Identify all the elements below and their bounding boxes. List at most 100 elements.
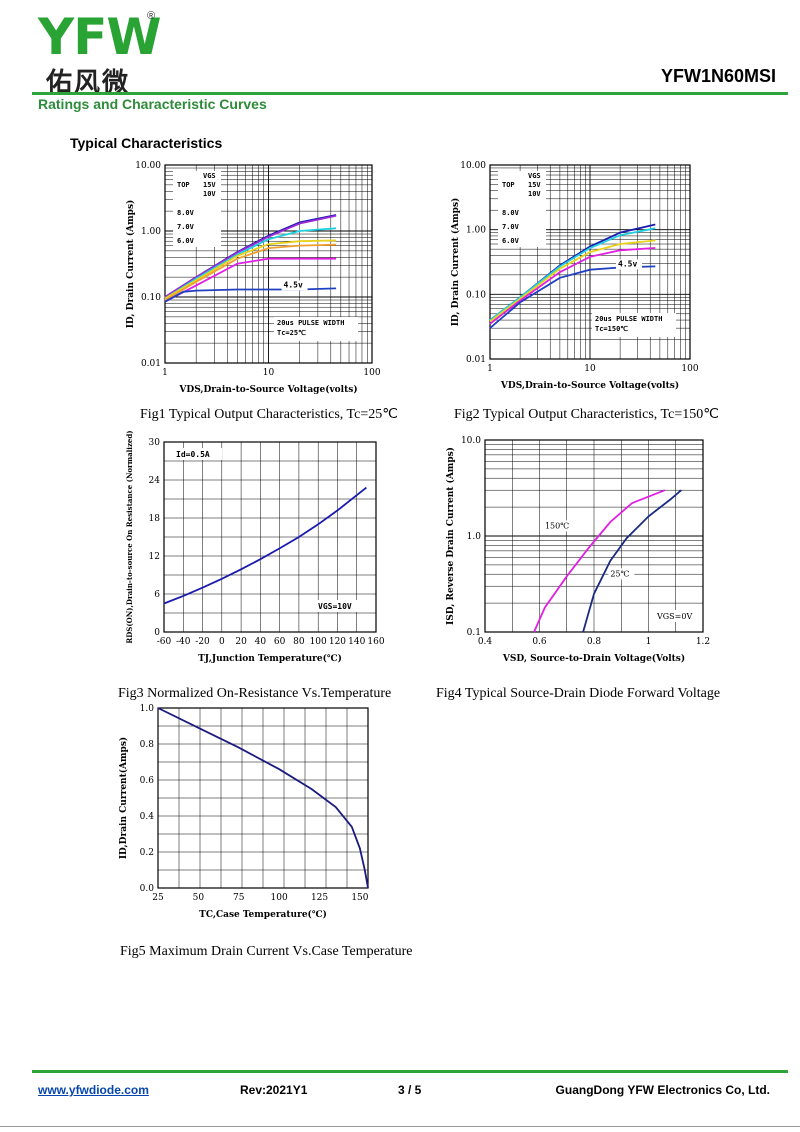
x-tick-label: 75 (233, 893, 245, 903)
legend-entry: 6.0V (177, 237, 195, 245)
plot-frame (157, 707, 369, 889)
x-tick-label: 1 (162, 368, 168, 378)
y-axis-label: RDS(ON),Drain-to-source On Resistance (N… (125, 430, 134, 643)
x-tick-label: 0.6 (532, 637, 547, 647)
fig1-chart: 1 10 100 0.01 0.10 1.00 10.00 VDS,Drain-to-Sour… (110, 155, 381, 400)
x-tick-label: 60 (274, 637, 286, 647)
legend-entry: 7.0V (502, 223, 520, 231)
website-link[interactable]: www.yfwdiode.com (38, 1083, 149, 1097)
x-tick-label: 140 (348, 637, 365, 647)
annotation-vgs: VGS=10V (318, 602, 352, 611)
series-line-4 (489, 247, 656, 325)
legend-entry: 10V (203, 190, 216, 198)
legend-entry: 6.0V (502, 237, 520, 245)
series-line-4 (164, 239, 337, 300)
series-line-3 (489, 239, 656, 323)
annotation-bg (281, 280, 308, 291)
y-tick-label: 1.00 (141, 227, 161, 237)
fig3-caption: Fig3 Normalized On-Resistance Vs.Tempera… (118, 686, 392, 701)
annotation-bg (655, 610, 697, 622)
annotation-bg (608, 568, 635, 580)
fig4-chart: 0.4 0.6 0.8 1 1.2 0.1 1.0 10.0 VSD, Source-to-Dr… (430, 432, 730, 677)
x-axis-label: VDS,Drain-to-Source Voltage(volts) (178, 384, 357, 395)
annotation-box (592, 313, 676, 337)
footer-revision: Rev:2021Y1 (240, 1083, 308, 1097)
fig4-caption: Fig4 Typical Source-Drain Diode Forward … (436, 686, 721, 701)
y-tick-label: 0 (154, 628, 160, 638)
footer-page-number: 3 / 5 (398, 1083, 422, 1097)
legend-entry: TOP (502, 181, 515, 189)
annotation-pulse-width: 20us PULSE WIDTH (595, 315, 662, 323)
fig2-svg: 1 10 100 0.01 0.10 1.00 10.00 VDS,Drain-to-Sour… (450, 161, 699, 391)
header-divider (32, 92, 788, 95)
x-tick-label: 160 (367, 637, 384, 647)
series-line-1 (533, 489, 666, 633)
legend-title: VGS (528, 172, 541, 180)
fig1-svg: 1 10 100 0.01 0.10 1.00 10.00 VDS,Drain-to-Sour… (125, 161, 381, 395)
annotation-bg (172, 448, 222, 460)
y-tick-label: 0.01 (141, 359, 161, 369)
y-tick-label: 1.00 (466, 226, 486, 236)
annotation-bg (314, 600, 364, 612)
legend-entry: 7.0V (177, 223, 195, 231)
x-tick-label: 100 (310, 637, 327, 647)
page-subheading: Typical Characteristics (70, 135, 223, 151)
y-tick-label: 0.1 (467, 628, 481, 638)
x-tick-label: 120 (329, 637, 346, 647)
x-tick-label: 1 (646, 637, 652, 647)
footer-company: GuangDong YFW Electronics Co, Ltd. (555, 1083, 770, 1097)
y-tick-label: 12 (149, 552, 160, 562)
y-tick-label: 18 (149, 514, 161, 524)
x-axis-label: TC,Case Temperature(℃) (199, 909, 327, 920)
series-line-2 (582, 489, 682, 633)
series-line-2 (489, 227, 656, 321)
y-tick-label: 0.10 (466, 290, 486, 300)
series-line-1 (163, 486, 367, 605)
logo-text: YFW (38, 8, 162, 66)
series-line-6 (164, 257, 337, 303)
y-axis-label: ISD, Reverse Drain Current (Amps) (445, 447, 456, 625)
x-tick-label: 0 (219, 637, 225, 647)
x-tick-label: 100 (363, 368, 380, 378)
fig5-svg: 25 50 75 100 125 150 0.0 0.2 0.4 0.6 0.8 1.0 TC,Case… (118, 704, 369, 920)
fig3-chart: -60 -40 -20 0 20 40 60 80 100 120 140 160 0 6 12 18 24 30… (110, 430, 400, 677)
legend-box (173, 171, 221, 247)
x-tick-label: 125 (311, 893, 328, 903)
plot-frame (163, 441, 377, 633)
page-bottom-rule (0, 1126, 800, 1127)
legend-entry: 8.0V (502, 209, 520, 217)
series-line-5 (164, 243, 337, 301)
x-tick-label: 10 (584, 364, 596, 374)
y-tick-label: 10.00 (135, 161, 161, 171)
footer-divider (32, 1070, 788, 1073)
y-tick-label: 0.6 (140, 776, 155, 786)
fig4-svg: 0.4 0.6 0.8 1 1.2 0.1 1.0 10.0 VSD, Source-to-Dr… (445, 436, 710, 664)
registered-mark: ® (147, 10, 156, 22)
footer-website[interactable]: www.yfwdiode.com (38, 1083, 149, 1097)
legend-entry: TOP (177, 181, 190, 189)
y-tick-label: 30 (149, 438, 161, 448)
plot-frame (484, 439, 704, 633)
x-tick-label: 25 (152, 893, 164, 903)
x-tick-label: 20 (235, 637, 247, 647)
y-tick-label: 24 (149, 476, 161, 486)
y-tick-label: 10.00 (460, 161, 486, 171)
annotation-4-5v: 4.5v (618, 259, 637, 268)
annotation-25c: 25℃ (610, 569, 629, 578)
x-tick-label: 50 (193, 893, 205, 903)
grid (484, 440, 704, 633)
fig2-chart: 1 10 100 0.01 0.10 1.00 10.00 VDS,Drain-to-Sour… (430, 155, 720, 400)
legend-box (498, 171, 546, 247)
x-tick-label: 80 (293, 637, 305, 647)
annotation-bg (542, 520, 575, 532)
section-title: Ratings and Characteristic Curves (38, 96, 267, 112)
x-tick-label: 40 (255, 637, 267, 647)
company-logo: YFW ® 佑风微 (38, 8, 168, 98)
x-tick-label: -20 (195, 637, 210, 647)
annotation-bg (616, 259, 642, 270)
x-tick-label: 100 (271, 893, 288, 903)
legend-title: VGS (203, 172, 216, 180)
x-axis-label: VSD, Source-to-Drain Voltage(Volts) (502, 653, 685, 664)
